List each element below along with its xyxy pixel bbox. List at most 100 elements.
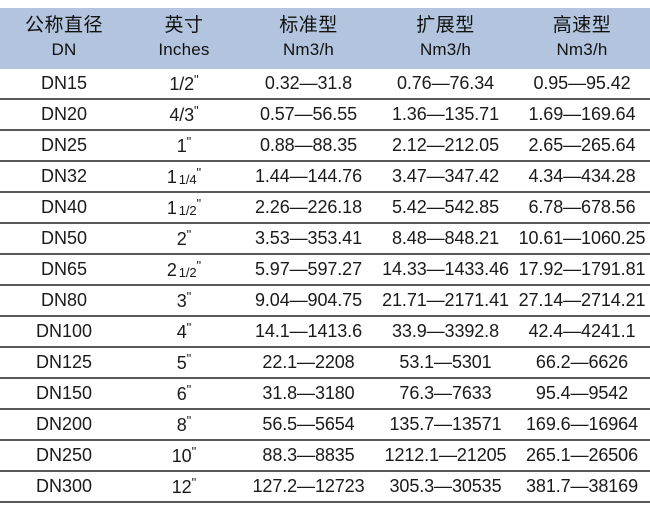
cell-nominal-diameter: DN25 bbox=[0, 129, 128, 162]
table-row: DN25 1" 0.88—88.35 2.12—212.05 2.65—265.64 bbox=[0, 129, 650, 162]
cell-standard-type-range: 0.88—88.35 bbox=[259, 135, 358, 156]
cell-extended-type-range: 3.47—347.42 bbox=[392, 166, 499, 187]
inch-value: 10" bbox=[172, 445, 196, 465]
inch-double-prime: " bbox=[186, 320, 192, 336]
column-header-extended-type-unit: Nm3/h bbox=[419, 40, 472, 60]
inch-fraction: 1/2 bbox=[178, 202, 197, 218]
cell-standard-type: 22.1—2208 bbox=[240, 346, 377, 379]
cell-extended-type: 76.3—7633 bbox=[377, 377, 514, 410]
cell-standard-type-range: 2.26—226.18 bbox=[255, 197, 362, 218]
cell-standard-type-range: 1.44—144.76 bbox=[255, 166, 362, 187]
cell-extended-type: 8.48—848.21 bbox=[377, 222, 514, 255]
inch-whole: 10 bbox=[171, 446, 192, 467]
cell-extended-type: 0.76—76.34 bbox=[377, 68, 514, 100]
cell-standard-type: 5.97—597.27 bbox=[240, 253, 377, 286]
column-header-inches: 英寸 Inches bbox=[128, 8, 240, 69]
inch-whole: 5 bbox=[176, 353, 187, 374]
table-row: DN300 12" 127.2—12723 305.3—30535 381.7—3816… bbox=[0, 470, 650, 503]
inch-value: 1" bbox=[177, 135, 192, 155]
inch-value: 1/2" bbox=[169, 73, 198, 93]
inch-value: 5" bbox=[177, 352, 192, 372]
column-header-nominal-diameter-cn: 公称直径 bbox=[24, 15, 103, 36]
cell-extended-type-range: 76.3—7633 bbox=[399, 383, 492, 404]
table-row: DN50 2" 3.53—353.41 8.48—848.21 10.61—1060.2… bbox=[0, 222, 650, 255]
cell-high-speed-type: 17.92—1791.81 bbox=[514, 253, 650, 286]
table-header-row: 公称直径 DN 英寸 Inches 标准型 Nm3/h 扩展型 Nm3/h 高速… bbox=[0, 8, 650, 69]
inch-value: 12" bbox=[172, 476, 196, 496]
cell-standard-type: 0.57—56.55 bbox=[240, 98, 377, 131]
cell-inches: 1 1/4" bbox=[128, 160, 240, 193]
cell-inches: 8" bbox=[128, 408, 240, 441]
cell-extended-type: 14.33—1433.46 bbox=[377, 253, 514, 286]
table-row: DN250 10" 88.3—8835 1212.1—21205 265.1—26506 bbox=[0, 439, 650, 472]
cell-extended-type-range: 2.12—212.05 bbox=[392, 135, 499, 156]
cell-standard-type-range: 22.1—2208 bbox=[262, 352, 355, 373]
cell-extended-type-range: 53.1—5301 bbox=[399, 352, 492, 373]
cell-inches: 3" bbox=[128, 284, 240, 317]
cell-high-speed-type: 6.78—678.56 bbox=[514, 191, 650, 224]
cell-standard-type: 1.44—144.76 bbox=[240, 160, 377, 193]
cell-standard-type: 0.32—31.8 bbox=[240, 68, 377, 100]
inch-whole: 8 bbox=[176, 415, 187, 436]
cell-high-speed-type-range: 27.14—2714.21 bbox=[518, 290, 646, 311]
cell-high-speed-type-range: 2.65—265.64 bbox=[528, 135, 636, 156]
inch-double-prime: " bbox=[186, 382, 192, 398]
cell-extended-type: 1.36—135.71 bbox=[377, 98, 514, 131]
table-row: DN100 4" 14.1—1413.6 33.9—3392.8 42.4—4241.1 bbox=[0, 315, 650, 348]
cell-standard-type: 9.04—904.75 bbox=[240, 284, 377, 317]
cell-inches: 1/2" bbox=[128, 68, 240, 100]
inch-double-prime: " bbox=[186, 351, 192, 367]
cell-standard-type: 0.88—88.35 bbox=[240, 129, 377, 162]
cell-nominal-diameter: DN65 bbox=[0, 253, 128, 286]
column-header-standard-type: 标准型 Nm3/h bbox=[240, 8, 377, 69]
cell-extended-type-range: 21.71—2171.41 bbox=[382, 290, 509, 311]
cell-extended-type-range: 5.42—542.85 bbox=[392, 197, 499, 218]
cell-nominal-diameter: DN32 bbox=[0, 160, 128, 193]
inch-double-prime: " bbox=[186, 289, 192, 305]
cell-extended-type: 21.71—2171.41 bbox=[377, 284, 514, 317]
inch-whole: 1 bbox=[166, 167, 177, 188]
cell-high-speed-type: 4.34—434.28 bbox=[514, 160, 650, 193]
cell-standard-type: 2.26—226.18 bbox=[240, 191, 377, 224]
cell-high-speed-type-range: 95.4—9542 bbox=[535, 383, 629, 404]
inch-double-prime: " bbox=[196, 196, 202, 212]
table-row: DN150 6" 31.8—3180 76.3—7633 95.4—9542 bbox=[0, 377, 650, 410]
cell-nominal-diameter: DN20 bbox=[0, 98, 128, 131]
cell-high-speed-type-range: 0.95—95.42 bbox=[533, 73, 631, 94]
inch-double-prime: " bbox=[194, 72, 199, 88]
cell-high-speed-type-range: 42.4—4241.1 bbox=[528, 321, 636, 342]
cell-standard-type: 56.5—5654 bbox=[240, 408, 377, 441]
cell-extended-type-range: 14.33—1433.46 bbox=[382, 259, 509, 280]
table-row: DN80 3" 9.04—904.75 21.71—2171.41 27.14—2714… bbox=[0, 284, 650, 317]
cell-extended-type: 2.12—212.05 bbox=[377, 129, 514, 162]
table-row: DN65 2 1/2" 5.97—597.27 14.33—1433.46 17.92—1… bbox=[0, 253, 650, 286]
cell-standard-type: 3.53—353.41 bbox=[240, 222, 377, 255]
cell-nominal-diameter: DN150 bbox=[0, 377, 128, 410]
inch-whole: 6 bbox=[176, 384, 187, 405]
table-header: 公称直径 DN 英寸 Inches 标准型 Nm3/h 扩展型 Nm3/h 高速… bbox=[0, 0, 650, 69]
cell-standard-type-range: 127.2—12723 bbox=[252, 476, 365, 497]
cell-extended-type-range: 1212.1—21205 bbox=[384, 445, 507, 466]
cell-extended-type: 135.7—13571 bbox=[377, 408, 514, 441]
inch-double-prime: " bbox=[186, 413, 192, 429]
column-header-inches-cn: 英寸 bbox=[164, 15, 204, 36]
cell-nominal-diameter: DN100 bbox=[0, 315, 128, 348]
table-row: DN20 4/3" 0.57—56.55 1.36—135.71 1.69—169.64 bbox=[0, 98, 650, 131]
cell-nominal-diameter: DN15 bbox=[0, 68, 128, 100]
inch-double-prime: " bbox=[194, 103, 199, 119]
column-header-inches-en: Inches bbox=[158, 40, 210, 60]
table-row: DN40 1 1/2" 2.26—226.18 5.42—542.85 6.78—678.… bbox=[0, 191, 650, 224]
cell-nominal-diameter: DN125 bbox=[0, 346, 128, 379]
cell-extended-type: 1212.1—21205 bbox=[377, 439, 514, 472]
cell-inches: 10" bbox=[128, 439, 240, 472]
cell-high-speed-type: 1.69—169.64 bbox=[514, 98, 650, 131]
inch-fraction: 1/2 bbox=[169, 74, 195, 95]
cell-extended-type-range: 305.3—30535 bbox=[389, 476, 502, 497]
inch-fraction: 1/2 bbox=[178, 264, 197, 280]
column-header-standard-type-cn: 标准型 bbox=[279, 15, 338, 36]
cell-high-speed-type-range: 1.69—169.64 bbox=[528, 104, 636, 125]
inch-double-prime: " bbox=[196, 165, 202, 181]
inch-value: 4" bbox=[177, 321, 192, 341]
